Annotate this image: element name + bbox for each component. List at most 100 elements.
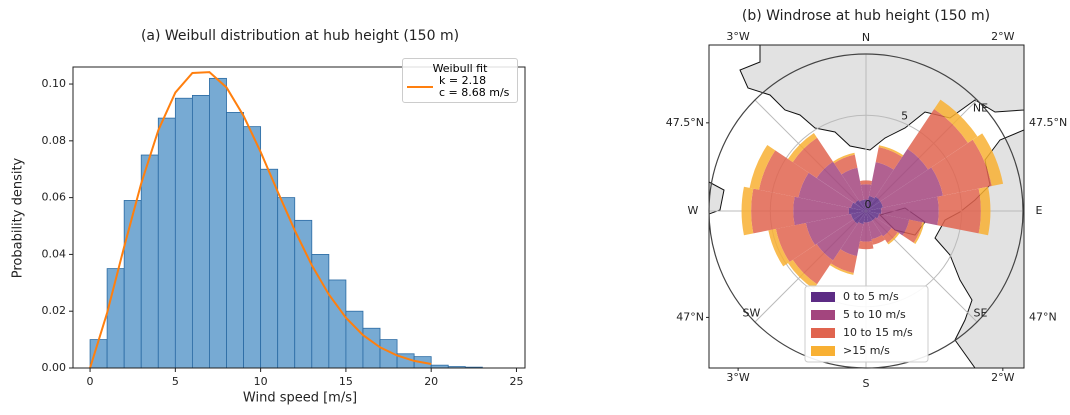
wedge (860, 180, 872, 185)
x-tick-label: 20 (424, 375, 438, 388)
y-tick-label: 0.00 (42, 361, 67, 374)
wedge (881, 196, 939, 226)
wedge (848, 207, 866, 215)
y-tick-label: 0.10 (42, 77, 67, 90)
wedge (863, 211, 869, 223)
wedge (868, 162, 894, 199)
compass-label: SW (743, 307, 761, 320)
r-tick-label: 0 (865, 198, 872, 211)
x-tick-label: 0 (87, 375, 94, 388)
wedge (816, 161, 859, 204)
map-y-tick-label: 47.5°N (666, 116, 704, 129)
map-y-tick-label: 47°N (1029, 310, 1057, 323)
wedge (868, 220, 882, 240)
wedge (751, 188, 795, 234)
bar (209, 77, 227, 369)
bar (191, 94, 210, 369)
y-axis-label: Probability density (11, 157, 26, 278)
wedge (829, 263, 854, 275)
wedge (858, 211, 866, 225)
bar (157, 117, 176, 369)
legend-title: Weibull fit (432, 62, 488, 75)
bar (260, 168, 279, 369)
compass-label: S (863, 377, 870, 390)
wedge (858, 241, 874, 250)
wedge (866, 196, 881, 211)
land (709, 181, 725, 215)
x-tick-label: 5 (172, 375, 179, 388)
legend-label: k = 2.18 c = 8.68 m/s (439, 74, 510, 99)
legend-label: >15 m/s (843, 344, 890, 357)
map-y-tick-label: 47.5°N (1029, 116, 1067, 129)
compass-label: W (688, 204, 699, 217)
wedge (841, 167, 864, 202)
wedge (758, 150, 809, 198)
compass-label: N (862, 31, 870, 44)
wedge (866, 208, 882, 214)
compass-label: E (1036, 204, 1043, 217)
wedge (875, 148, 929, 202)
y-tick-label: 0.08 (42, 134, 67, 147)
wedge (741, 186, 754, 236)
wedge (787, 259, 818, 290)
wedge (793, 196, 850, 226)
wedge (860, 222, 872, 242)
legend-entry: k = 2.18 c = 8.68 m/s (407, 75, 513, 99)
x-axis-label: Wind speed [m/s] (243, 391, 357, 406)
compass-label: SE (974, 307, 988, 320)
legend (804, 285, 929, 363)
x-tick-label: 15 (339, 375, 353, 388)
wedge (787, 132, 818, 163)
legend-label: 0 to 5 m/s (843, 290, 899, 303)
wedge (887, 232, 900, 245)
wedge (834, 154, 858, 175)
wedge (866, 211, 876, 221)
r-tick-label: 5 (901, 110, 908, 123)
bar (328, 279, 347, 369)
axes-frame (72, 66, 526, 369)
map-x-tick-label: 3°W (726, 30, 749, 43)
legend: Weibull fit k = 2.18 c = 8.68 m/s (402, 58, 518, 103)
wedge (878, 145, 904, 157)
wedge (816, 219, 858, 261)
bar (140, 154, 159, 369)
bar (123, 200, 142, 369)
wedge (850, 202, 866, 211)
wedge (775, 222, 816, 263)
wedge (972, 133, 1004, 186)
bar (362, 327, 381, 369)
bar (174, 97, 193, 369)
bar (243, 126, 262, 369)
wedge (934, 99, 978, 143)
y-tick-label: 0.02 (42, 304, 67, 317)
wedge (871, 234, 886, 245)
bar (89, 339, 108, 369)
legend-swatch (811, 292, 835, 302)
land (739, 45, 1024, 151)
wedge (768, 228, 790, 267)
fit-line (89, 71, 432, 369)
map-x-tick-label: 2°W (991, 371, 1014, 384)
legend-swatch (811, 310, 835, 320)
legend-label: 10 to 15 m/s (843, 326, 913, 339)
wedge (866, 201, 883, 211)
x-tick-label: 10 (254, 375, 268, 388)
legend-swatch (811, 328, 835, 338)
bar (294, 219, 313, 369)
wedge (883, 228, 898, 243)
x-tick-label: 25 (509, 375, 523, 388)
wedge (859, 199, 866, 211)
wedge (830, 249, 858, 273)
map-x-tick-label: 2°W (991, 30, 1014, 43)
wedge (875, 147, 903, 170)
wedge (866, 211, 880, 219)
wedge (749, 145, 776, 190)
bar (226, 112, 244, 369)
wedge (833, 152, 855, 164)
wedge (854, 199, 866, 211)
wedge (937, 188, 981, 234)
wedge (872, 217, 892, 237)
wedge (840, 222, 864, 257)
